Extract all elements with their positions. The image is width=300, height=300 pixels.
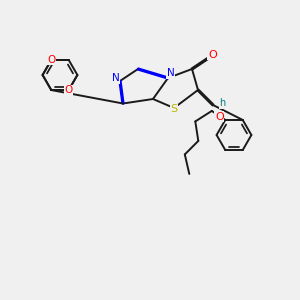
Text: O: O: [215, 112, 224, 122]
Text: O: O: [64, 85, 73, 95]
Text: h: h: [220, 98, 226, 109]
Text: O: O: [47, 55, 56, 65]
Text: N: N: [167, 68, 174, 79]
Text: S: S: [170, 104, 178, 115]
Text: O: O: [208, 50, 217, 60]
Text: N: N: [112, 73, 119, 83]
